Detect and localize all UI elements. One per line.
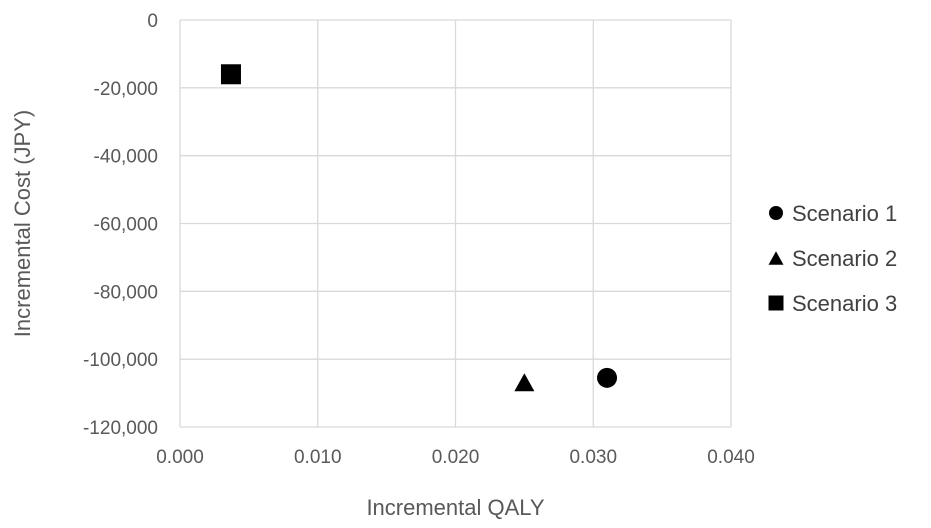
point-triangle-2-0 [514, 373, 535, 392]
y-tick-label-5: -100,000 [83, 350, 158, 371]
point-circle-1-0 [597, 367, 618, 388]
x-tick-label-3: 0.030 [569, 447, 617, 468]
y-axis-title: Incremental Cost (JPY) [10, 110, 35, 337]
x-tick-label-0: 0.000 [156, 447, 204, 468]
y-tick-label-1: -20,000 [94, 79, 158, 100]
legend-label-3: Scenario 3 [792, 291, 897, 316]
legend-marker-triangle-2 [768, 251, 784, 265]
y-tick-label-0: 0 [147, 11, 158, 32]
x-axis-title: Incremental QALY [366, 495, 544, 520]
y-tick-label-2: -40,000 [94, 147, 158, 168]
legend-marker-square-3 [768, 295, 784, 311]
data-points [220, 64, 618, 392]
x-tick-label-4: 0.040 [707, 447, 755, 468]
y-tick-label-4: -80,000 [94, 282, 158, 303]
y-tick-label-6: -120,000 [83, 418, 158, 439]
point-square-3-0 [220, 64, 241, 85]
legend-label-2: Scenario 2 [792, 246, 897, 271]
x-tick-label-1: 0.010 [294, 447, 342, 468]
tick-labels: 0.000 0.010 0.020 0.030 0.040 0 -20,000 -40,000… [83, 11, 755, 468]
legend: Scenario 1 Scenario 2 Scenario 3 [768, 201, 897, 316]
grid-layer [179, 19, 732, 428]
legend-marker-circle-1 [769, 206, 783, 220]
x-tick-label-2: 0.020 [432, 447, 480, 468]
y-tick-label-3: -60,000 [94, 215, 158, 236]
legend-label-1: Scenario 1 [792, 201, 897, 226]
